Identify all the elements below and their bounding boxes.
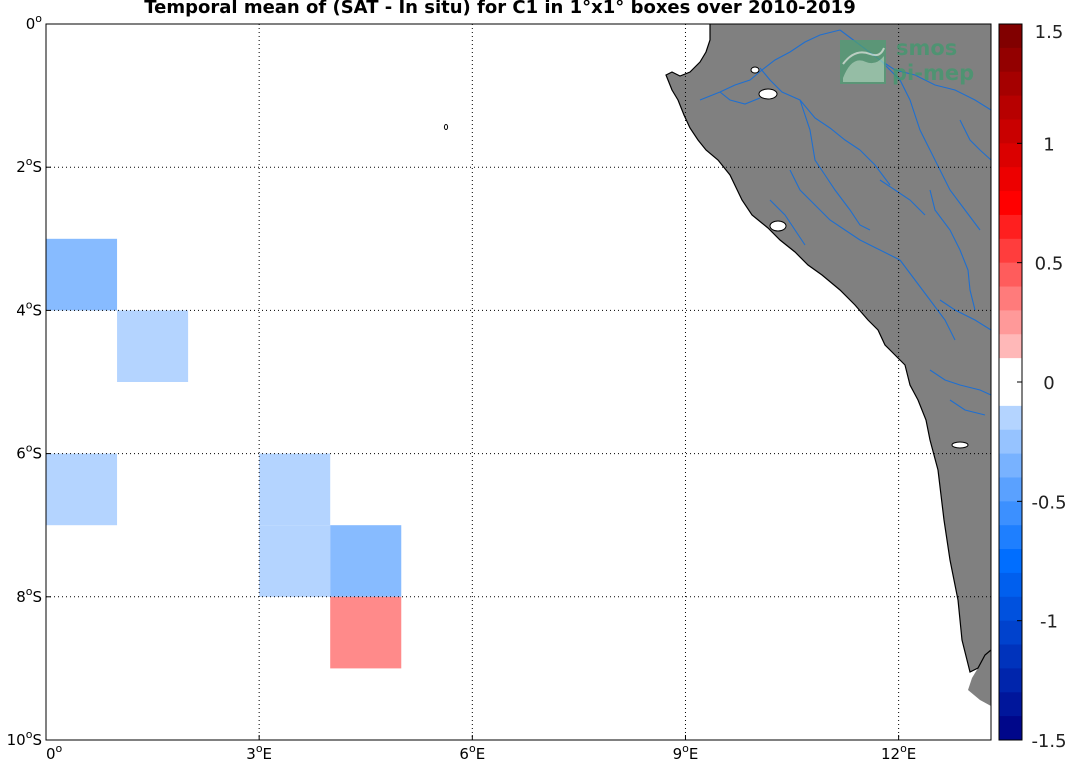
- colorbar-tick-label: -1.5: [1031, 731, 1066, 752]
- colorbar-tick-label: 0.5: [1035, 254, 1064, 275]
- colorbar-segment: [999, 310, 1022, 335]
- smos-pimep-watermark: smos pi-mep: [840, 36, 974, 85]
- tick-label: 0o: [26, 12, 43, 33]
- lagoons: [443, 66, 969, 449]
- colorbar-segment: [999, 716, 1022, 741]
- colorbar-segment: [999, 47, 1022, 73]
- colorbar-segment: [999, 24, 1022, 49]
- colorbar-segment: [999, 214, 1022, 240]
- colorbar-segment: [999, 501, 1022, 526]
- watermark-line1: smos: [896, 36, 957, 60]
- colorbar-segment: [999, 596, 1022, 622]
- colorbar-ticks: 1.5 1 0.5 0 -0.5 -1 -1.5: [1017, 22, 1067, 752]
- data-cell: [330, 525, 402, 597]
- tick-label: 10oS: [7, 728, 42, 749]
- data-cell: [330, 596, 402, 669]
- colorbar-segment: [999, 405, 1022, 431]
- map-title: Temporal mean of (SAT - In situ) for C1 …: [144, 0, 856, 18]
- tick-label: 6oS: [16, 442, 42, 463]
- colorbar-segment: [999, 71, 1022, 97]
- tick-label: 0o: [46, 742, 63, 762]
- colorbar-segment: [999, 119, 1022, 144]
- colorbar-segment: [999, 429, 1022, 455]
- colorbar-segment: [999, 453, 1022, 478]
- colorbar-tick-label: -1: [1040, 612, 1058, 633]
- colorbar-segment: [999, 572, 1022, 598]
- colorbar-segment: [999, 692, 1022, 717]
- colorbar-tick-label: 1.5: [1035, 22, 1064, 43]
- tick-label: 8oS: [16, 585, 42, 606]
- data-cells: [46, 238, 402, 669]
- tick-label: 6oE: [459, 742, 485, 762]
- colorbar-segment: [999, 191, 1022, 216]
- coastline-land: [666, 24, 991, 672]
- coastline-land-south: [968, 650, 991, 706]
- land-mask: [666, 24, 991, 706]
- data-cell: [46, 238, 118, 311]
- colorbar-segment: [999, 238, 1022, 264]
- axis-ticks: 0o 3oE 6oE 9oE 12oE 0o 2oS 4oS 6oS 8oS 10oS: [7, 12, 917, 762]
- tick-label: 4oS: [16, 298, 42, 319]
- colorbar-segment: [999, 358, 1022, 383]
- tick-label: 3oE: [246, 742, 272, 762]
- colorbar-segment: [999, 286, 1022, 311]
- data-cell: [259, 453, 331, 526]
- colorbar-segment: [999, 262, 1022, 288]
- colorbar-segment: [999, 334, 1022, 359]
- colorbar-tick-label: -0.5: [1031, 492, 1066, 513]
- colorbar-segment: [999, 143, 1022, 168]
- colorbar-segment: [999, 167, 1022, 192]
- rivers: [699, 29, 992, 416]
- data-cell: [259, 525, 331, 597]
- plot-frame: [45, 23, 992, 741]
- tick-label: 9oE: [673, 742, 699, 762]
- colorbar-segment: [999, 382, 1022, 407]
- tick-label: 12oE: [881, 742, 916, 762]
- graticule: [46, 24, 991, 740]
- colorbar-segment: [999, 477, 1022, 502]
- colorbar-segment: [999, 644, 1022, 669]
- data-cell: [46, 453, 118, 526]
- colorbar-tick-label: 0: [1043, 373, 1054, 394]
- watermark-line2: pi-mep: [892, 61, 974, 85]
- colorbar-segment: [999, 525, 1022, 550]
- colorbar-segment: [999, 620, 1022, 646]
- colorbar: [999, 24, 1022, 741]
- colorbar-segment: [999, 95, 1022, 120]
- colorbar-segment: [999, 549, 1022, 574]
- coastline-outline: [665, 24, 992, 673]
- colorbar-tick-label: 1: [1043, 134, 1054, 155]
- colorbar-segment: [999, 668, 1022, 693]
- data-cell: [117, 310, 189, 382]
- tick-label: 2oS: [16, 155, 42, 176]
